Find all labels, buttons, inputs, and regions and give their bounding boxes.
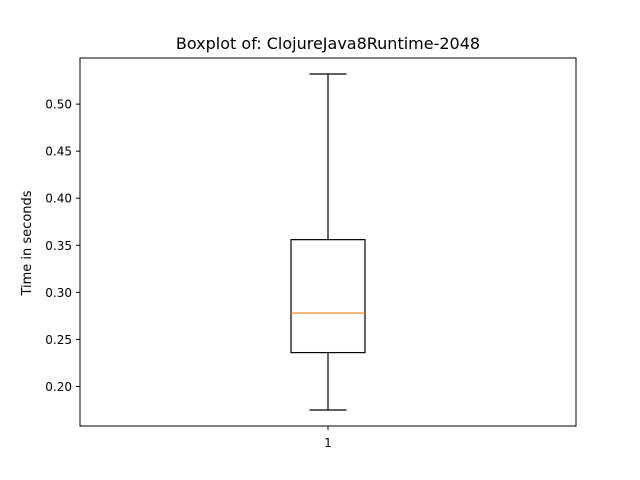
plot-area: 0.20 0.25 0.30 0.35 0.40 0.45 0.50 1: [45, 57, 577, 450]
chart-title: Boxplot of: ClojureJava8Runtime-2048: [176, 34, 480, 53]
axes-frame: [79, 57, 577, 427]
y-tick-label: 0.35: [45, 239, 72, 253]
y-tick-label: 0.20: [45, 380, 72, 394]
y-tick-label: 0.45: [45, 145, 72, 159]
y-tick-label: 0.30: [45, 286, 72, 300]
y-tick-label: 0.50: [45, 98, 72, 112]
y-axis-label: Time in seconds: [20, 190, 35, 296]
x-tick-label: 1: [324, 436, 332, 450]
y-tick-label: 0.40: [45, 192, 72, 206]
box-iqr: [290, 239, 366, 354]
y-tick-label: 0.25: [45, 333, 72, 347]
